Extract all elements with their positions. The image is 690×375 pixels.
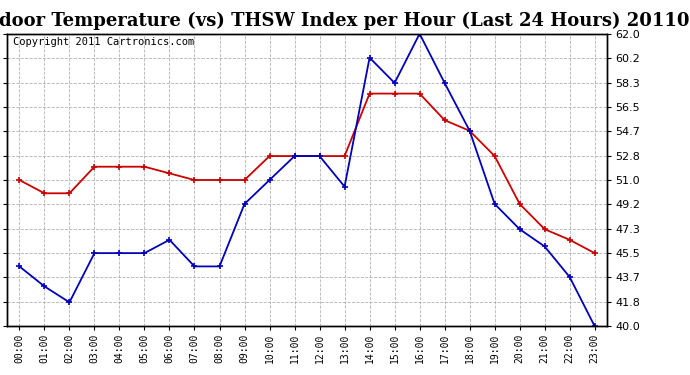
Text: Outdoor Temperature (vs) THSW Index per Hour (Last 24 Hours) 20110930: Outdoor Temperature (vs) THSW Index per …	[0, 11, 690, 30]
Text: Copyright 2011 Cartronics.com: Copyright 2011 Cartronics.com	[13, 37, 194, 46]
